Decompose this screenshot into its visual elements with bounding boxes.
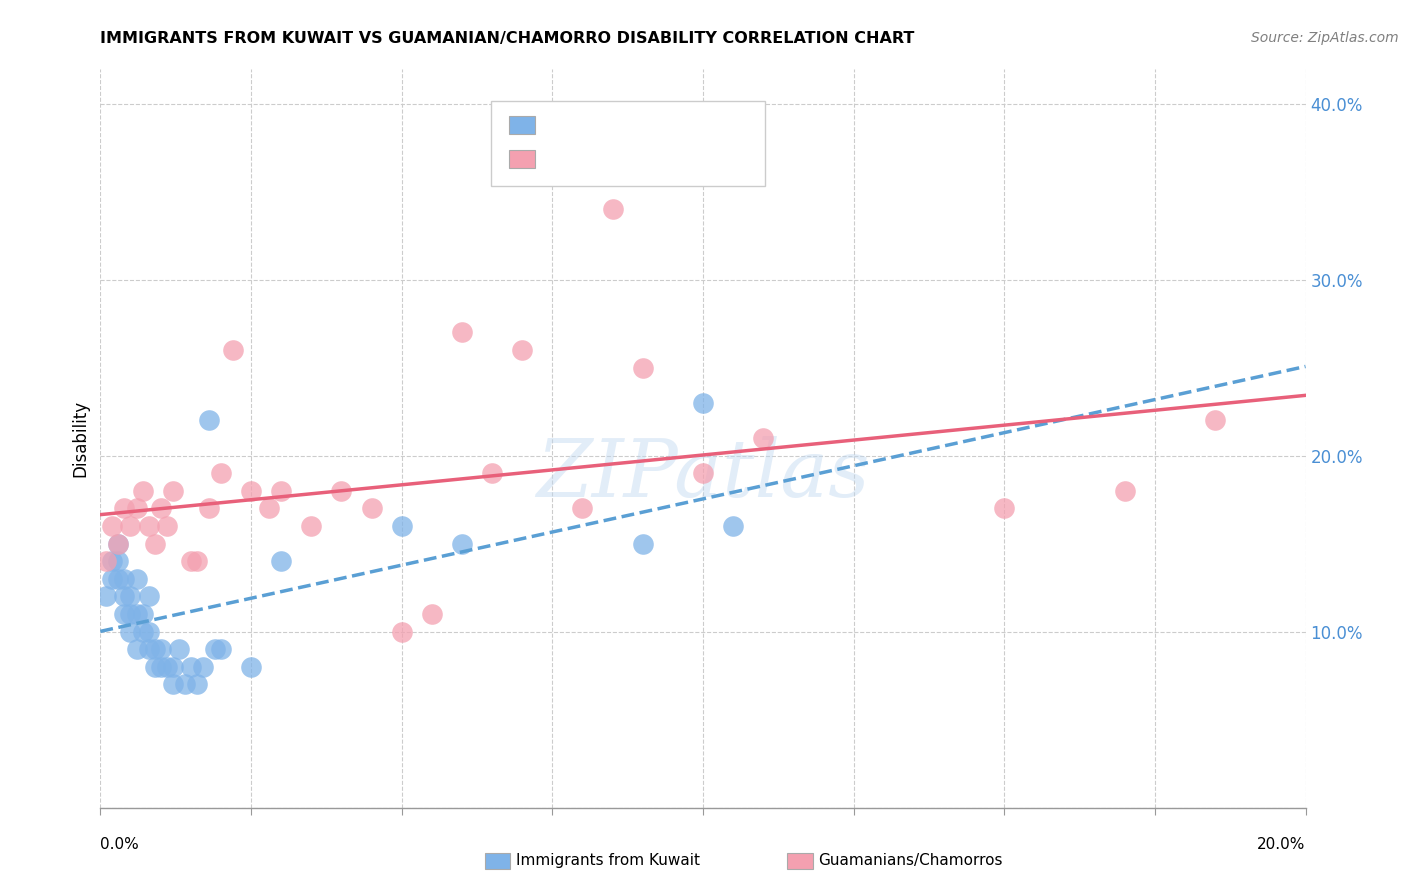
Point bbox=[270, 483, 292, 498]
Point bbox=[107, 554, 129, 568]
Point bbox=[391, 624, 413, 639]
Point bbox=[1114, 483, 1136, 498]
Point bbox=[420, 607, 443, 621]
Y-axis label: Disability: Disability bbox=[72, 400, 89, 476]
Point bbox=[186, 677, 208, 691]
Point bbox=[138, 519, 160, 533]
Point bbox=[138, 642, 160, 657]
Text: R = 0.324   N = 42: R = 0.324 N = 42 bbox=[543, 116, 714, 134]
Text: R = 0.298   N = 36: R = 0.298 N = 36 bbox=[543, 150, 713, 168]
Point bbox=[101, 572, 124, 586]
Text: Source: ZipAtlas.com: Source: ZipAtlas.com bbox=[1251, 31, 1399, 45]
Point bbox=[138, 624, 160, 639]
Point bbox=[120, 624, 142, 639]
Point bbox=[131, 624, 153, 639]
Point bbox=[114, 501, 136, 516]
Point bbox=[209, 467, 232, 481]
Point bbox=[107, 536, 129, 550]
Point bbox=[138, 590, 160, 604]
Text: Immigrants from Kuwait: Immigrants from Kuwait bbox=[516, 854, 700, 868]
Point bbox=[191, 660, 214, 674]
Point bbox=[120, 607, 142, 621]
Point bbox=[131, 607, 153, 621]
Point bbox=[101, 519, 124, 533]
Point bbox=[752, 431, 775, 445]
Point bbox=[571, 501, 593, 516]
Point bbox=[107, 536, 129, 550]
Point bbox=[143, 642, 166, 657]
Point bbox=[180, 660, 202, 674]
Point bbox=[451, 326, 474, 340]
Point bbox=[162, 660, 184, 674]
Point bbox=[204, 642, 226, 657]
Point bbox=[360, 501, 382, 516]
Point bbox=[209, 642, 232, 657]
Point bbox=[173, 677, 195, 691]
Text: Guamanians/Chamorros: Guamanians/Chamorros bbox=[818, 854, 1002, 868]
Point bbox=[1204, 413, 1226, 427]
Point bbox=[149, 660, 172, 674]
Point bbox=[993, 501, 1015, 516]
Point bbox=[162, 677, 184, 691]
Point bbox=[149, 501, 172, 516]
Point bbox=[481, 467, 503, 481]
Point bbox=[186, 554, 208, 568]
Point bbox=[125, 501, 148, 516]
Point bbox=[299, 519, 322, 533]
Point bbox=[143, 660, 166, 674]
Point bbox=[222, 343, 245, 357]
Point bbox=[120, 590, 142, 604]
Point bbox=[240, 483, 263, 498]
Point bbox=[391, 519, 413, 533]
Point bbox=[156, 660, 179, 674]
Point bbox=[721, 519, 744, 533]
Point bbox=[631, 360, 654, 375]
Text: IMMIGRANTS FROM KUWAIT VS GUAMANIAN/CHAMORRO DISABILITY CORRELATION CHART: IMMIGRANTS FROM KUWAIT VS GUAMANIAN/CHAM… bbox=[100, 31, 915, 46]
Point bbox=[631, 536, 654, 550]
Point bbox=[125, 572, 148, 586]
Point bbox=[270, 554, 292, 568]
Point bbox=[240, 660, 263, 674]
Point bbox=[602, 202, 624, 217]
Point bbox=[198, 413, 221, 427]
Point bbox=[114, 607, 136, 621]
Point bbox=[96, 554, 118, 568]
Point bbox=[257, 501, 280, 516]
Point bbox=[180, 554, 202, 568]
Point bbox=[125, 642, 148, 657]
Point bbox=[451, 536, 474, 550]
Point bbox=[125, 607, 148, 621]
Point bbox=[198, 501, 221, 516]
Point bbox=[143, 536, 166, 550]
Point bbox=[107, 572, 129, 586]
Point bbox=[167, 642, 190, 657]
Point bbox=[114, 572, 136, 586]
Point bbox=[131, 483, 153, 498]
Point bbox=[510, 343, 533, 357]
Point bbox=[114, 590, 136, 604]
Point bbox=[692, 396, 714, 410]
Text: 20.0%: 20.0% bbox=[1257, 837, 1306, 852]
Point bbox=[692, 467, 714, 481]
Point bbox=[149, 642, 172, 657]
Point bbox=[162, 483, 184, 498]
Point bbox=[120, 519, 142, 533]
Point bbox=[101, 554, 124, 568]
Point bbox=[96, 590, 118, 604]
Text: 0.0%: 0.0% bbox=[100, 837, 139, 852]
Point bbox=[156, 519, 179, 533]
Text: ZIPatlas: ZIPatlas bbox=[536, 436, 870, 514]
Point bbox=[330, 483, 353, 498]
